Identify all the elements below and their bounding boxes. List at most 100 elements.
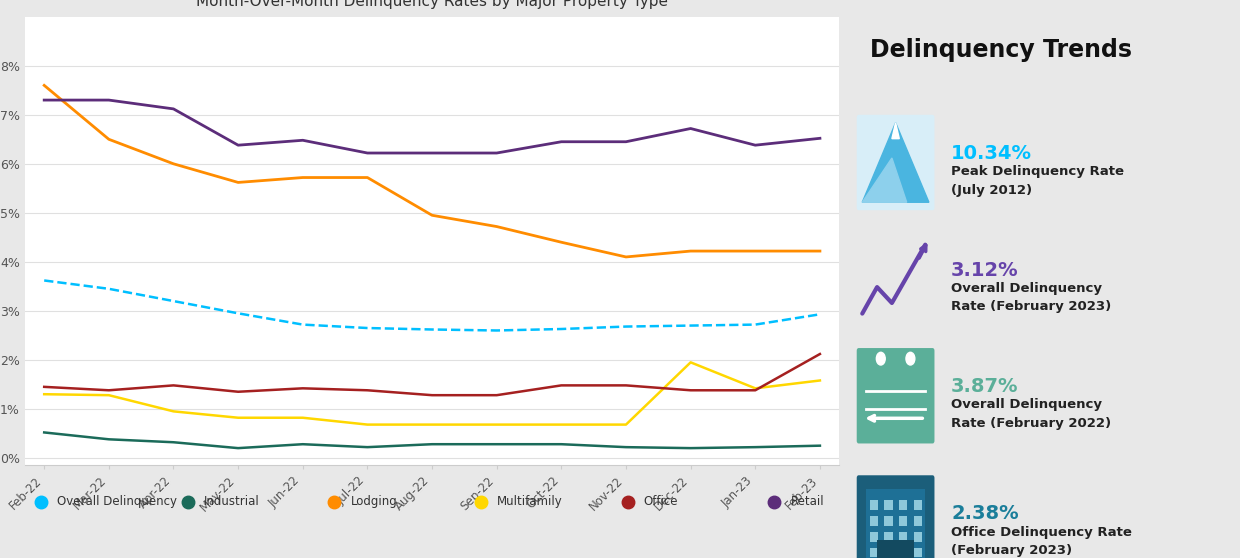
Industrial (812, 442, 827, 449)
Retail (554, 138, 569, 145)
Lodging (424, 212, 439, 219)
Office (554, 382, 569, 389)
Bar (884, 500, 893, 510)
Industrial (231, 445, 246, 451)
Industrial (295, 441, 310, 448)
Office (424, 392, 439, 398)
Circle shape (906, 352, 915, 365)
Overall Delinquency (37, 277, 52, 284)
Text: Overall Delinquency: Overall Delinquency (57, 496, 177, 508)
Overall Delinquency (102, 286, 117, 292)
Bar (899, 532, 908, 541)
Lodging (295, 174, 310, 181)
Bar (914, 500, 923, 510)
FancyBboxPatch shape (857, 115, 935, 210)
Bar (914, 516, 923, 526)
Lodging (812, 248, 827, 254)
Lodging (231, 179, 246, 186)
Retail (231, 142, 246, 148)
Text: 2.38%: 2.38% (951, 504, 1019, 523)
Bar (869, 500, 878, 510)
Circle shape (877, 352, 885, 365)
Multifamily (360, 421, 374, 428)
Bar (884, 532, 893, 541)
Overall Delinquency (683, 322, 698, 329)
Text: Industrial: Industrial (205, 496, 259, 508)
Office (619, 382, 634, 389)
Retail (748, 142, 763, 148)
Text: Office Delinquency Rate: Office Delinquency Rate (951, 526, 1132, 538)
Retail (424, 150, 439, 156)
Overall Delinquency (748, 321, 763, 328)
Lodging (490, 223, 505, 230)
Line: Overall Delinquency: Overall Delinquency (45, 281, 820, 330)
Office (166, 382, 181, 389)
Text: (February 2023): (February 2023) (951, 544, 1073, 557)
Text: Delinquency Trends: Delinquency Trends (869, 38, 1132, 62)
Text: Rate (February 2023): Rate (February 2023) (951, 300, 1111, 314)
Office (295, 385, 310, 392)
Overall Delinquency (166, 298, 181, 305)
Line: Lodging: Lodging (45, 85, 820, 257)
Lodging (360, 174, 374, 181)
Bar (869, 548, 878, 557)
Text: Multifamily: Multifamily (497, 496, 563, 508)
Text: Office: Office (644, 496, 678, 508)
Lodging (554, 239, 569, 246)
Overall Delinquency (360, 325, 374, 331)
Retail (812, 135, 827, 142)
Office (490, 392, 505, 398)
Office (683, 387, 698, 393)
Title: Month-Over-Month Delinquency Rates by Major Property Type: Month-Over-Month Delinquency Rates by Ma… (196, 0, 668, 8)
Polygon shape (892, 123, 899, 138)
Bar (884, 516, 893, 526)
Line: Industrial: Industrial (45, 432, 820, 448)
Lodging (748, 248, 763, 254)
Retail (619, 138, 634, 145)
Multifamily (748, 385, 763, 392)
Polygon shape (862, 123, 929, 202)
Bar (869, 516, 878, 526)
Bar (899, 500, 908, 510)
Bar (914, 532, 923, 541)
FancyBboxPatch shape (857, 475, 935, 558)
Retail (490, 150, 505, 156)
Overall Delinquency (295, 321, 310, 328)
Office (102, 387, 117, 393)
Retail (683, 125, 698, 132)
Overall Delinquency (812, 311, 827, 318)
Multifamily (37, 391, 52, 397)
Multifamily (166, 408, 181, 415)
Industrial (490, 441, 505, 448)
Polygon shape (862, 158, 906, 202)
Multifamily (490, 421, 505, 428)
FancyBboxPatch shape (857, 348, 935, 444)
Text: Retail: Retail (790, 496, 825, 508)
Lodging (683, 248, 698, 254)
Industrial (166, 439, 181, 446)
Industrial (619, 444, 634, 450)
Overall Delinquency (231, 310, 246, 317)
Office (360, 387, 374, 393)
Bar (914, 548, 923, 557)
Text: 3.12%: 3.12% (951, 261, 1019, 280)
Multifamily (231, 415, 246, 421)
Bar (899, 516, 908, 526)
Multifamily (683, 359, 698, 365)
Industrial (683, 445, 698, 451)
Lodging (102, 136, 117, 143)
Multifamily (812, 377, 827, 384)
Retail (102, 97, 117, 103)
Multifamily (102, 392, 117, 398)
Retail (166, 105, 181, 112)
Office (812, 350, 827, 357)
Overall Delinquency (554, 326, 569, 333)
Lodging (619, 253, 634, 260)
Line: Retail: Retail (45, 100, 820, 153)
Industrial (102, 436, 117, 442)
Text: Overall Delinquency: Overall Delinquency (951, 398, 1102, 411)
Bar (899, 548, 908, 557)
Text: Peak Delinquency Rate: Peak Delinquency Rate (951, 165, 1125, 178)
Overall Delinquency (619, 323, 634, 330)
Lodging (166, 161, 181, 167)
